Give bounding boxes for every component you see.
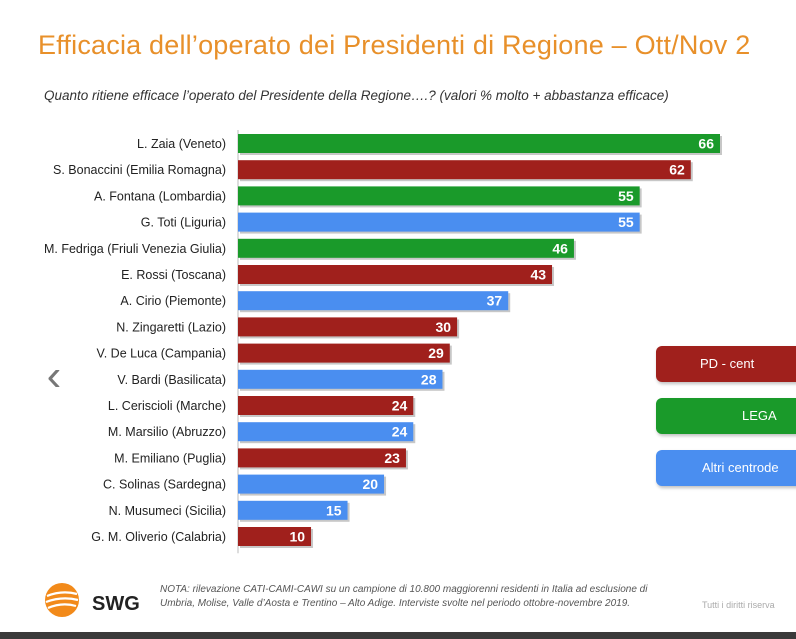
value-label-m-marsilio-abruzzo: 24 [392,424,408,440]
bar-n-zingaretti-lazio [238,317,458,337]
value-label-l-ceriscioli-marche: 24 [392,398,408,414]
legend-label-lega: LEGA [742,408,777,423]
bar-c-solinas-sardegna [238,474,385,494]
category-label-c-solinas-sardegna: C. Solinas (Sardegna) [103,478,226,492]
value-label-m-emiliano-puglia: 23 [384,450,400,466]
value-label-m-fedriga-friuli-venezia-giulia: 46 [552,240,568,256]
category-label-l-ceriscioli-marche: L. Ceriscioli (Marche) [108,399,226,413]
category-label-v-de-luca-campania: V. De Luca (Campania) [97,347,226,361]
bar-n-musumeci-sicilia [238,500,348,520]
bar-g-m-oliverio-calabria [238,527,312,546]
bar-a-cirio-piemonte [238,291,509,311]
value-label-l-zaia-veneto: 66 [698,136,714,152]
category-label-e-rossi-toscana: E. Rossi (Toscana) [121,268,226,282]
category-label-l-zaia-veneto: L. Zaia (Veneto) [137,137,226,151]
bar-m-fedriga-friuli-venezia-giulia [238,238,574,258]
chart-subtitle: Quanto ritiene efficace l’operato del Pr… [44,88,669,103]
value-label-g-m-oliverio-calabria: 10 [289,529,305,545]
value-label-n-musumeci-sicilia: 15 [326,502,342,518]
value-label-a-fontana-lombardia: 55 [618,188,634,204]
category-label-m-marsilio-abruzzo: M. Marsilio (Abruzzo) [108,425,226,439]
bar-l-zaia-veneto [238,134,720,153]
bar-v-bardi-basilicata [238,369,443,389]
category-label-v-bardi-basilicata: V. Bardi (Basilicata) [117,373,226,387]
bar-chart: L. Zaia (Veneto) 66 S. Bonaccini (Emilia R… [44,130,722,554]
legend-pd: PD - cent [656,346,796,382]
bar-m-marsilio-abruzzo [238,422,414,442]
value-label-v-bardi-basilicata: 28 [421,371,437,387]
page-title: Efficacia dell’operato dei Presidenti di… [38,30,751,60]
previous-arrow-icon[interactable]: ‹ [46,351,62,400]
category-label-n-zingaretti-lazio: N. Zingaretti (Lazio) [116,320,226,334]
bar-s-bonaccini-emilia-romagna [238,160,691,180]
category-label-n-musumeci-sicilia: N. Musumeci (Sicilia) [109,504,226,518]
bar-l-ceriscioli-marche [238,396,414,415]
category-label-m-fedriga-friuli-venezia-giulia: M. Fedriga (Friuli Venezia Giulia) [44,242,226,256]
bar-e-rossi-toscana [238,265,553,284]
value-label-s-bonaccini-emilia-romagna: 62 [669,162,685,178]
bar-v-de-luca-campania [238,343,450,363]
value-label-g-toti-liguria: 55 [618,214,634,230]
value-label-a-cirio-piemonte: 37 [487,293,503,309]
category-label-s-bonaccini-emilia-romagna: S. Bonaccini (Emilia Romagna) [53,163,226,177]
swg-logo-icon [45,583,79,617]
value-label-c-solinas-sardegna: 20 [362,476,378,492]
bar-a-fontana-lombardia [238,186,640,206]
category-label-g-m-oliverio-calabria: G. M. Oliverio (Calabria) [91,530,226,544]
category-label-m-emiliano-puglia: M. Emiliano (Puglia) [114,451,226,465]
value-label-n-zingaretti-lazio: 30 [436,319,452,335]
category-label-a-cirio-piemonte: A. Cirio (Piemonte) [120,294,226,308]
copyright-text: Tutti i diritti riserva [702,600,775,610]
bar-m-emiliano-puglia [238,448,406,468]
category-label-g-toti-liguria: G. Toti (Liguria) [141,216,226,230]
bar-g-toti-liguria [238,212,640,232]
value-label-v-de-luca-campania: 29 [428,345,444,361]
footnote: NOTA: rilevazione CATI-CAMI-CAWI su un c… [160,584,648,609]
legend-label-centrodestra: Altri centrode [702,460,779,475]
category-label-a-fontana-lombardia: A. Fontana (Lombardia) [94,189,226,203]
bottom-bar [0,632,796,639]
brand-name: SWG [92,593,140,615]
value-label-e-rossi-toscana: 43 [530,267,546,283]
legend-label-pd: PD - cent [700,356,755,371]
legend-centrodestra: Altri centrode [656,450,796,486]
legend-lega: LEGA [656,398,796,434]
